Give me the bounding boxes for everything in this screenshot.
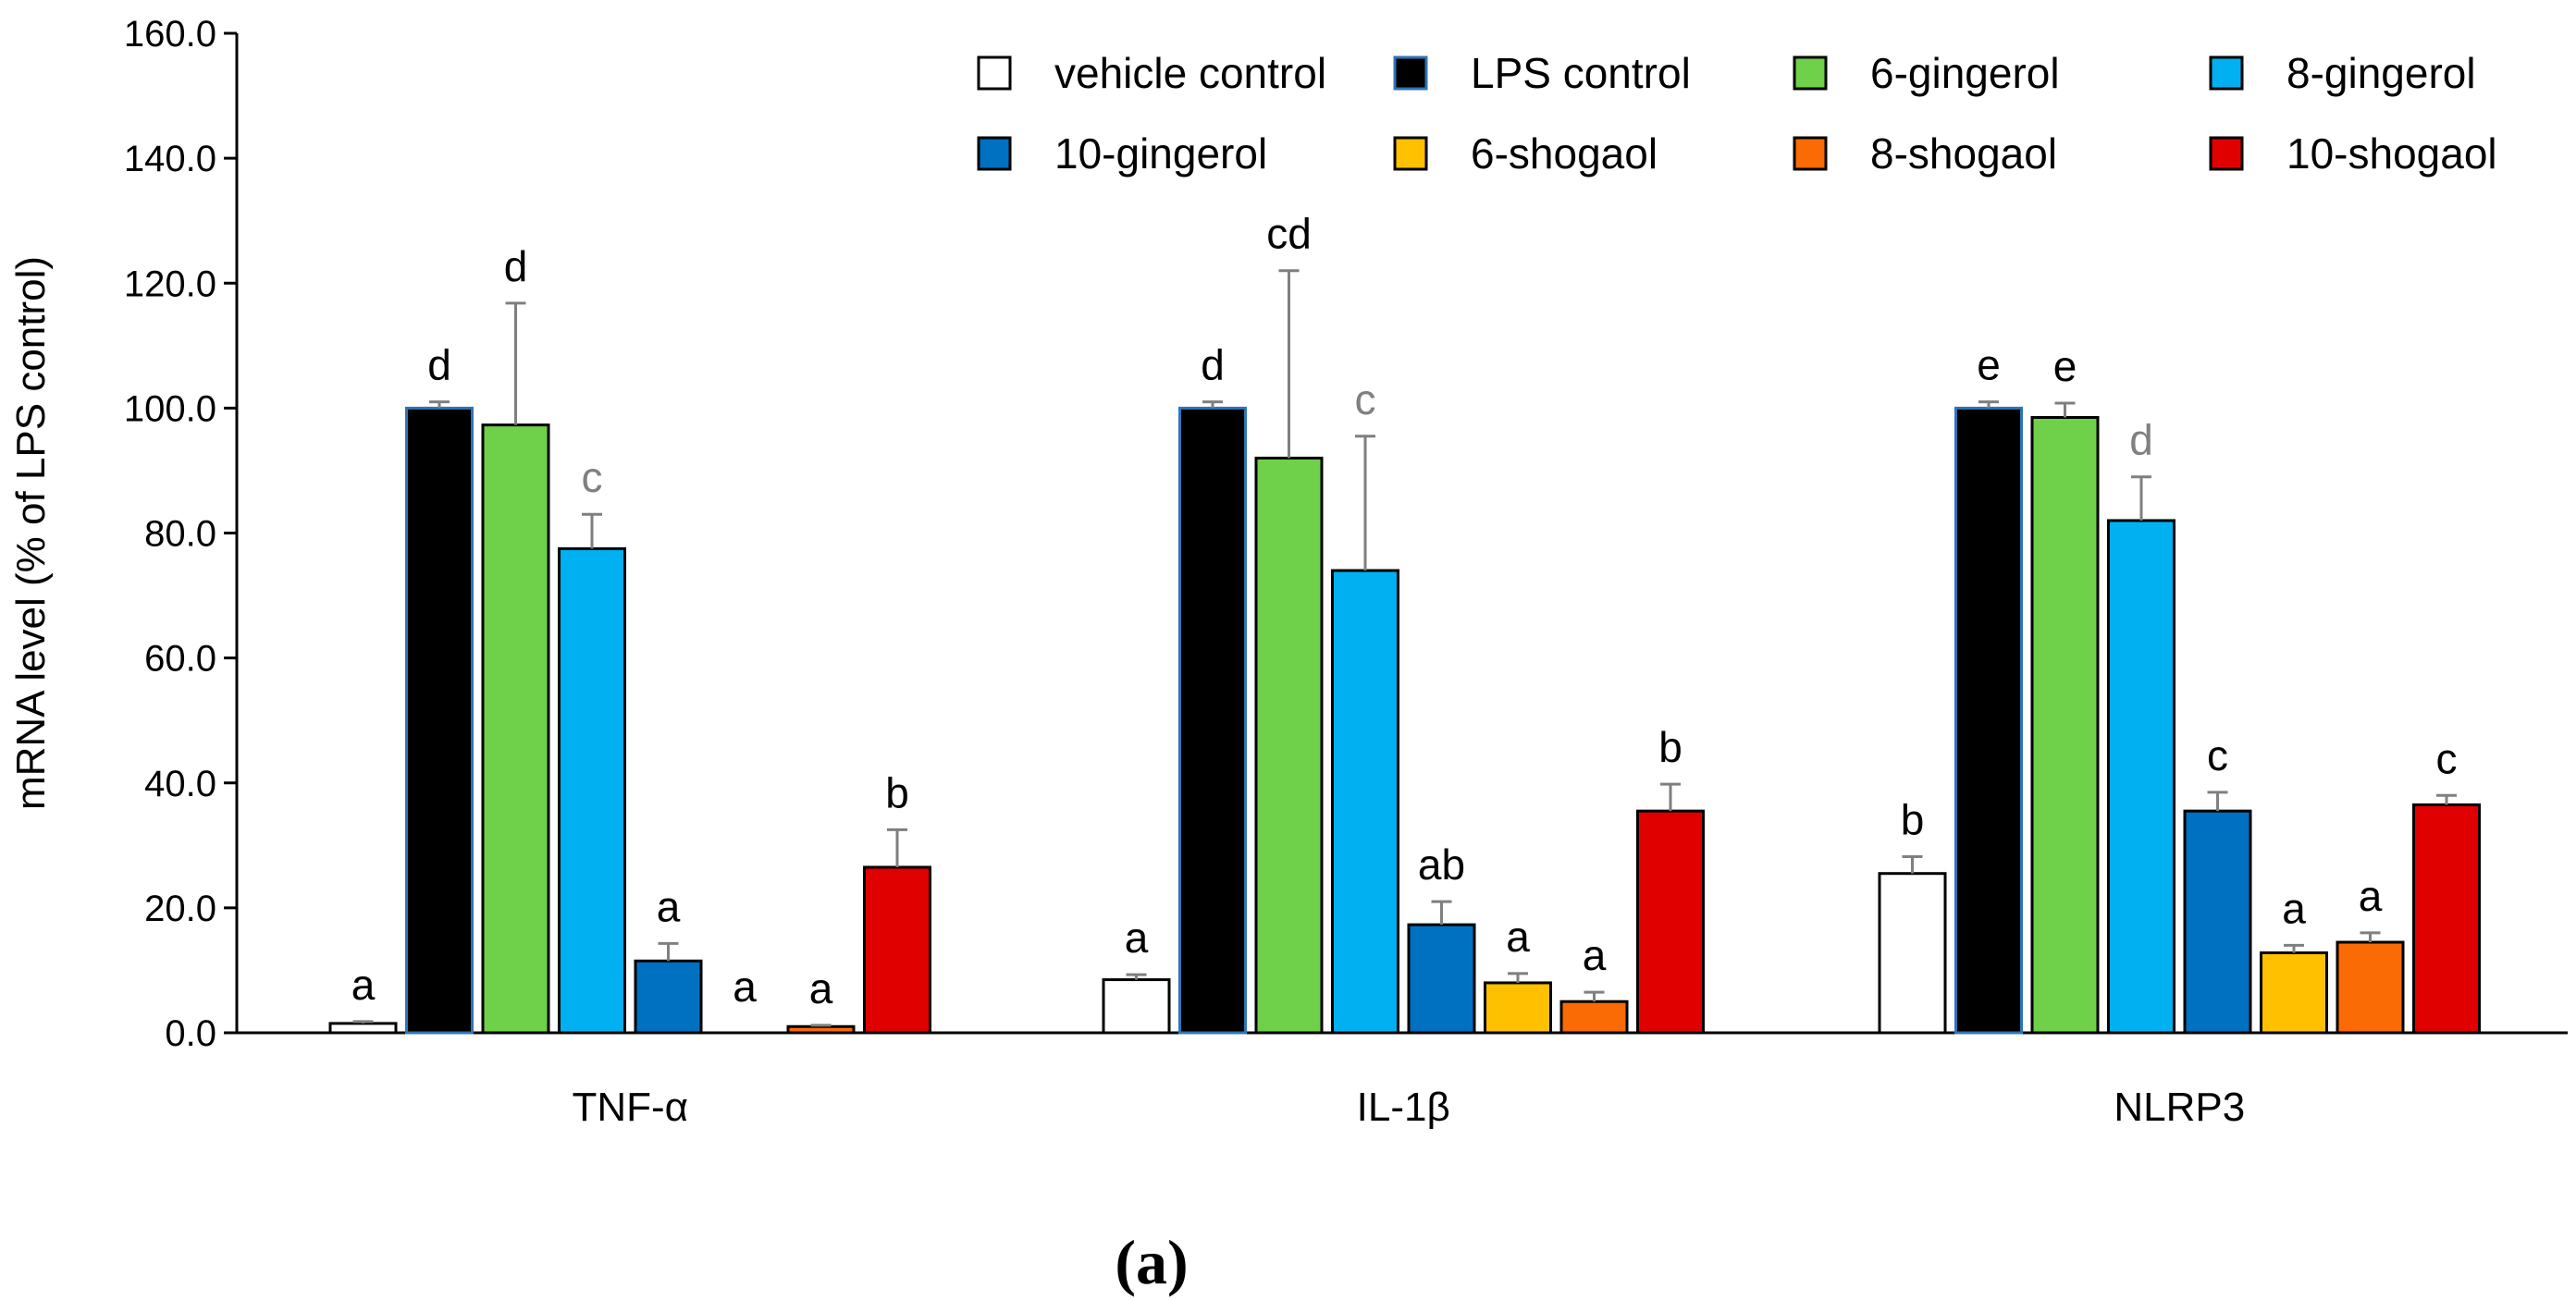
bar-IL-1β-LPS control [1178,406,1247,1035]
bar-TNF-α-8-shogaol [786,1024,856,1035]
legend-swatch-8-gingerol [2209,55,2244,91]
legend-swatch-10-shogaol [2209,136,2244,171]
legend-label-8-shogaol: 8-shogaol [1870,129,2057,178]
y-tick-label: 160.0 [124,14,216,55]
significance-label: b [885,768,909,816]
significance-label: c [2207,731,2228,779]
legend-swatch-6-gingerol [1793,55,1828,91]
bar-IL-1β-8-shogaol [1559,1000,1629,1035]
y-tick-label: 140.0 [124,139,216,179]
significance-label: d [427,341,451,389]
legend-label-6-shogaol: 6-shogaol [1471,129,1658,178]
y-tick-label: 60.0 [144,639,216,680]
bar-NLRP3-6-gingerol [2030,416,2100,1035]
legend-label-10-gingerol: 10-gingerol [1054,129,1267,178]
significance-label: a [2359,872,2383,920]
significance-label: a [1506,913,1530,961]
legend-label-vehicle control: vehicle control [1054,49,1326,97]
bar-NLRP3-vehicle control [1878,872,1947,1035]
legend-label-LPS control: LPS control [1471,49,1691,97]
bar-TNF-α-LPS control [405,406,474,1035]
y-tick-label: 120.0 [124,264,216,304]
bar-IL-1β-10-shogaol [1636,809,1705,1035]
significance-label: e [2053,342,2077,390]
bar-TNF-α-8-gingerol [558,546,626,1035]
bar-TNF-α-10-gingerol [634,959,703,1035]
significance-label: a [1583,931,1607,979]
significance-label: cd [1266,210,1312,258]
significance-label: ab [1418,840,1465,889]
legend-swatch-6-shogaol [1393,136,1428,171]
bar-NLRP3-8-gingerol [2107,519,2175,1035]
bar-IL-1β-6-gingerol [1254,456,1324,1035]
significance-label: c [2436,734,2458,782]
bar-NLRP3-6-shogaol [2260,951,2328,1035]
y-tick-label: 80.0 [144,514,216,555]
legend-label-6-gingerol: 6-gingerol [1870,49,2060,97]
bar-IL-1β-10-gingerol [1407,923,1476,1035]
significance-label: a [809,964,833,1012]
y-tick-label: 40.0 [144,764,216,804]
y-axis-title: mRNA level (% of LPS control) [8,256,54,810]
bar-IL-1β-6-shogaol [1484,981,1552,1035]
category-label: TNF-α [572,1085,688,1130]
significance-label: d [2129,416,2153,464]
bar-TNF-α-vehicle control [328,1022,398,1035]
y-tick-label: 20.0 [144,889,216,929]
bar-IL-1β-8-gingerol [1331,569,1399,1035]
category-label: NLRP3 [2114,1085,2245,1130]
significance-label: a [733,963,757,1011]
significance-label: b [1658,723,1682,771]
significance-label: a [2282,884,2306,932]
y-tick-label: 100.0 [124,388,216,429]
significance-label: e [1977,341,2001,389]
y-tick-label: 0.0 [165,1013,216,1054]
bar-NLRP3-LPS control [1954,406,2023,1035]
legend-swatch-8-shogaol [1793,136,1828,171]
panel-label: (a) [1115,1227,1188,1297]
bar-IL-1β-vehicle control [1102,978,1171,1035]
significance-label: c [582,453,603,501]
category-label: IL-1β [1357,1085,1450,1130]
significance-label: a [657,882,681,930]
legend-swatch-LPS control [1393,55,1428,91]
bar-TNF-α-10-shogaol [863,865,931,1035]
bar-TNF-α-6-gingerol [481,423,550,1035]
legend-swatch-10-gingerol [977,136,1012,171]
legend-label-10-shogaol: 10-shogaol [2286,129,2497,178]
bar-NLRP3-8-shogaol [2336,940,2405,1035]
significance-label: a [351,961,376,1009]
bar-NLRP3-10-shogaol [2412,803,2481,1035]
legend-swatch-vehicle control [977,55,1012,91]
bar-NLRP3-10-gingerol [2183,809,2252,1035]
significance-label: a [1125,914,1149,962]
significance-label: d [504,242,528,290]
significance-label: b [1901,795,1925,843]
legend: vehicle control LPS control 6-gingerol 8-gi… [977,49,2497,178]
significance-label: c [1355,375,1376,423]
significance-label: d [1201,341,1225,389]
axes: 0.0 20.0 40.0 60.0 80.0 100.0 120.0 140.0 160.0 T… [124,14,2568,1130]
legend-label-8-gingerol: 8-gingerol [2286,49,2476,97]
